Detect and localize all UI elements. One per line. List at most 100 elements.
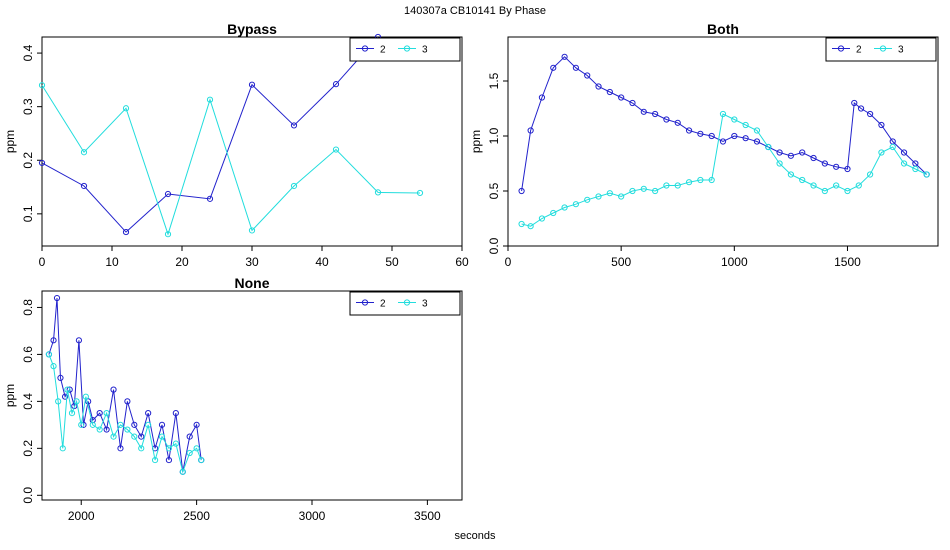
chart2-series-2-point [50,337,57,344]
chart1-series-2-point [527,127,534,134]
chart1-series-2-point [821,160,828,167]
chart2-series-3-point [165,445,173,452]
chart1-series-2-point [810,154,817,162]
chart0-series-2-point [332,81,340,88]
chart2-series-2-point [57,374,64,381]
chart0-title: Bypass [227,21,277,37]
chart2-series-3-point [172,440,179,447]
chart1-legend-label-2: 2 [856,45,862,56]
chart1-series-2-point [844,165,851,173]
chart2-ytick-label: 0.6 [21,346,35,363]
chart1-series-3-point [674,182,681,189]
chart0-series-2-point [38,159,46,167]
chart2-series-2-point [131,421,138,428]
chart0-series-3-point [80,149,88,156]
chart1-series-2-point [538,94,546,101]
chart1-series-2-point [776,149,783,156]
chart2-series-2-point [96,410,103,417]
chart1-series-2-point [867,110,874,118]
chart2-series-3-point [179,468,186,475]
chart2-series-2-line [48,298,202,472]
chart2-series-3-point [96,426,103,433]
chart1-series-2-point [878,121,885,129]
chart2-series-3-point [145,421,152,428]
chart1-series-3-point [527,223,534,230]
chart1-series-2-point [640,108,647,115]
chart0-ytick-label: 0.1 [21,205,35,222]
chart1-series-3-point [719,110,727,118]
chart0-ytick-label: 0.4 [21,44,35,61]
chart0-ytick-label: 0.3 [21,98,35,115]
chart2-series-2-point [89,417,96,424]
chart1-series-2-point [731,132,738,140]
chart0-frame [41,36,463,247]
chart1-series-3-point [787,171,794,178]
chart2-series-2-point [145,410,152,417]
x-axis-label: seconds [454,530,496,542]
chart2-series-3-point [45,351,53,358]
chart1-series-2-point [584,72,591,79]
chart2-legend-label-2: 2 [380,299,386,310]
chart1-legend-marker-2 [837,45,845,52]
chart1-series-2-point [518,187,525,195]
chart2-series-2-point [110,386,117,393]
chart1-ytick-label: 0.0 [487,237,501,254]
chart1-series-3-point [685,179,693,186]
chart1-series-3-point [742,121,749,129]
chart1-series-3-point [821,187,828,195]
chart1-series-2-point [629,99,636,107]
chart2-xtick-label: 2500 [183,509,210,523]
chart1-title: Both [707,21,739,37]
chart2-series-2-point [165,456,173,464]
chart0-legend-label-2: 2 [380,45,386,56]
chart2-series-3-point [89,421,96,428]
chart1-series-2-point [900,149,908,156]
chart2-series-2-point [75,337,83,344]
chart2-legend-label-3: 3 [422,299,428,310]
chart2-xtick-label: 2000 [68,509,95,523]
chart2-series-3-point [103,410,110,417]
chart0-series-2-point [290,122,298,129]
chart2-ytick-label: 0.0 [21,487,35,504]
chart1-series-3-point [867,171,874,178]
chart0-series-2-line [41,36,379,233]
chart1-series-3-point [538,215,546,222]
chart1-series-3-point [753,127,761,134]
chart2-series-3-point [50,363,57,370]
chart2-series-3-point [64,386,71,393]
chart2-frame [41,290,463,501]
chart1-series-3-point [663,182,670,189]
chart1-series-3-point [844,187,851,195]
chart1-series-3-point [833,182,840,189]
chart0-xtick-label: 0 [39,255,46,269]
chart1-ytick-label: 0.5 [487,182,501,199]
chart1-series-3-point [765,143,772,151]
chart2-series-3-point [110,433,117,440]
chart1-series-2-point [663,116,670,123]
chart1-series-3-point [640,185,647,192]
chart1-legend-label-3: 3 [898,45,904,56]
chart1-series-2-point [742,135,749,142]
chart1-series-3-point [810,182,817,189]
chart0-series-3-point [164,231,172,238]
chart2-series-2-point [193,421,200,428]
chart1-series-2-point [719,138,727,145]
chart0-series-2-point [80,182,88,190]
chart2-series-3-point [55,398,62,405]
chart0-series-3-point [248,227,256,234]
chart1-series-3-point [900,160,908,167]
chart1-series-2-point [674,119,681,126]
chart1-series-2-point [697,130,704,137]
chart1-series-3-point [889,143,896,151]
chart1-series-2-point [561,53,568,60]
chart0-series-3-point [206,96,214,103]
chart2-legend-marker-2 [361,299,369,306]
chart0-series-2-point [164,190,172,198]
chart2-series-3-point [59,445,66,452]
chart2-series-3-point [138,445,145,452]
chart1-series-3-point [652,187,659,195]
chart2-series-3-line [48,354,202,474]
chart1-series-3-point [878,149,885,156]
chart1-series-3-point [799,176,806,184]
chart1-series-2-point [787,152,794,159]
